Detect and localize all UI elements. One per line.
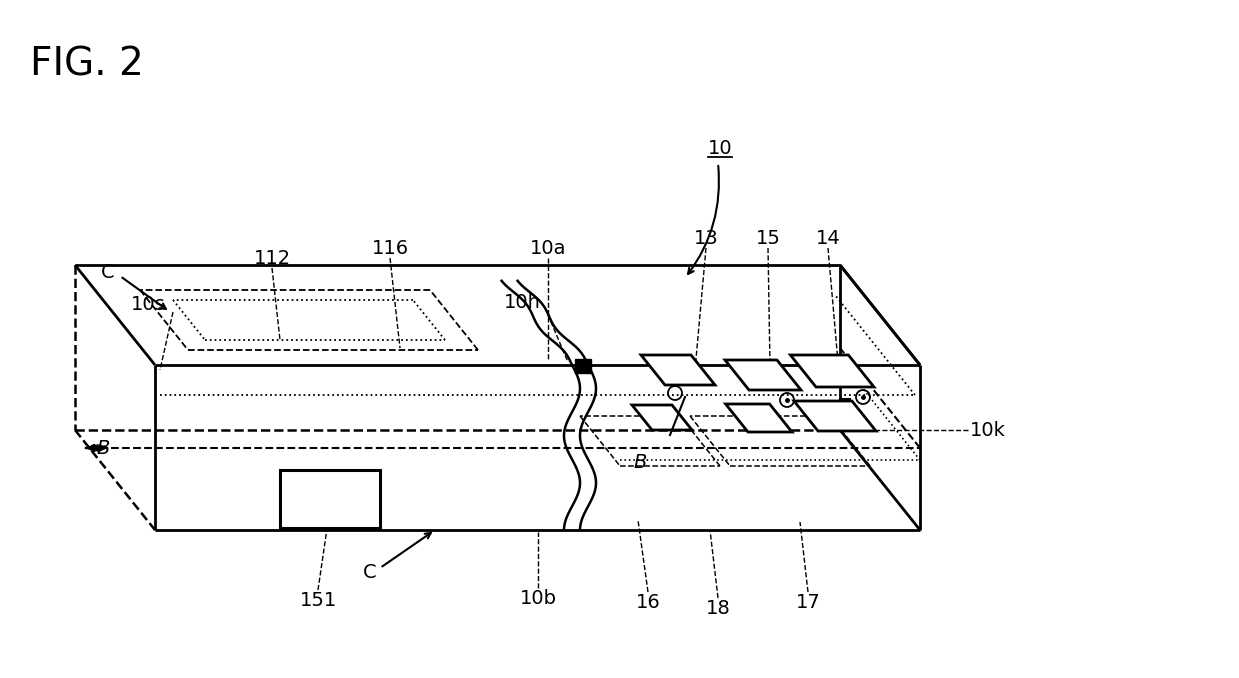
Text: 10s: 10s (130, 296, 165, 315)
Text: 13: 13 (694, 228, 719, 247)
Text: 17: 17 (795, 593, 820, 612)
Text: 10: 10 (707, 138, 732, 157)
Polygon shape (641, 355, 715, 385)
Polygon shape (794, 401, 876, 431)
Bar (280, 470, 380, 528)
Text: 116: 116 (372, 239, 409, 258)
Polygon shape (632, 405, 693, 430)
Polygon shape (726, 404, 792, 432)
Text: C: C (363, 563, 377, 582)
Text: B: B (97, 439, 110, 458)
Text: FIG. 2: FIG. 2 (30, 45, 144, 83)
Text: 15: 15 (756, 228, 781, 247)
Text: 151: 151 (300, 591, 337, 610)
Text: 14: 14 (815, 228, 840, 247)
Text: 112: 112 (254, 249, 291, 268)
Polygon shape (790, 355, 873, 387)
Text: C: C (102, 262, 115, 281)
Text: 18: 18 (706, 599, 730, 618)
Text: 10h: 10h (503, 292, 540, 311)
Polygon shape (725, 360, 800, 390)
Text: 10a: 10a (530, 239, 566, 258)
Text: 10b: 10b (519, 589, 556, 607)
Text: 10k: 10k (970, 420, 1006, 439)
Text: B: B (633, 454, 647, 473)
Text: 16: 16 (636, 593, 660, 612)
Polygon shape (575, 359, 591, 373)
